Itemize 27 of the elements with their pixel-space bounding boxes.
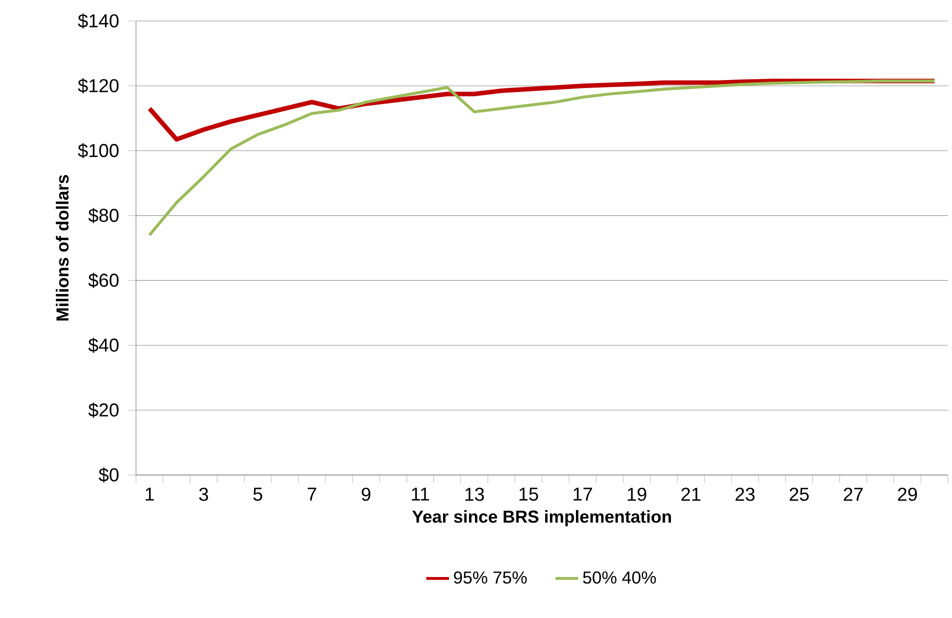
x-tick-label: 5 (253, 488, 262, 501)
x-tick-label: 1 (146, 488, 154, 501)
x-tick-label: 7 (308, 488, 316, 501)
x-tick-label: 17 (574, 488, 592, 501)
y-tick-label: $140 (78, 13, 119, 29)
x-axis-title: Year since BRS implementation (412, 510, 671, 526)
legend-label: 95% 75% (454, 571, 527, 584)
y-tick-label: $60 (88, 272, 119, 288)
y-axis-title: Millions of dollars (56, 175, 69, 321)
x-tick-label: 15 (520, 488, 538, 501)
x-tick-label: 27 (844, 488, 863, 501)
y-tick-label: $40 (88, 338, 119, 353)
y-tick-label: $80 (88, 208, 119, 224)
y-tick-label: $120 (78, 78, 119, 94)
x-tick-label: 23 (736, 488, 755, 501)
legend-label: 50% 40% (583, 571, 656, 584)
x-tick-label: 25 (790, 488, 809, 501)
x-tick-label: 11 (412, 488, 429, 501)
x-tick-label: 29 (898, 488, 917, 501)
x-tick-label: 9 (362, 488, 370, 501)
y-tick-label: $100 (78, 143, 119, 158)
y-tick-label: $20 (88, 402, 119, 418)
x-tick-label: 3 (199, 488, 208, 501)
x-tick-label: 19 (628, 488, 646, 501)
y-tick-label: $0 (98, 467, 119, 483)
x-tick-label: 13 (465, 488, 484, 501)
x-tick-label: 21 (681, 488, 700, 501)
